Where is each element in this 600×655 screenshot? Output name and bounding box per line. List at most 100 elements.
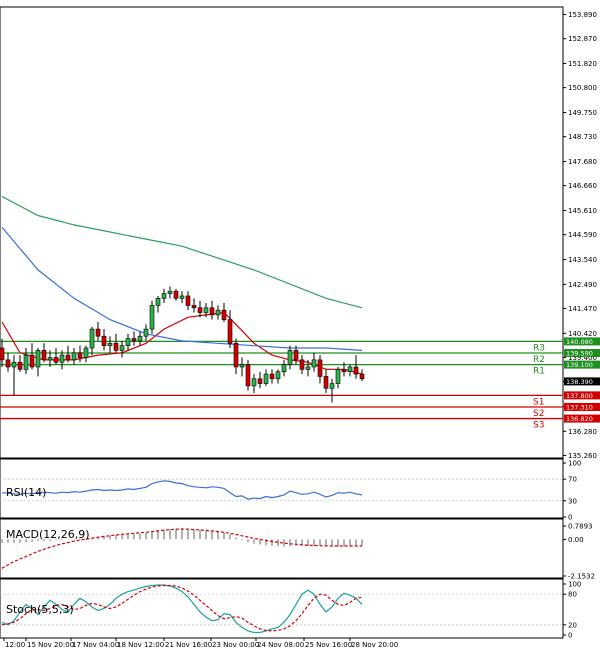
price-tick-label: 152.870: [568, 35, 597, 43]
moving-average-line: [1, 195, 363, 309]
stoch-label: Stoch(5,5,3): [6, 603, 74, 616]
candle-body: [191, 305, 197, 309]
level-tag-box: [564, 414, 600, 423]
level-label-s1: S1: [533, 397, 544, 407]
candle-body: [137, 335, 143, 342]
candle-body: [77, 352, 83, 358]
rsi-label: RSI(14): [6, 486, 46, 499]
rsi-panel: 100 70 30 0 RSI(14): [0, 458, 581, 522]
candle-body: [329, 383, 335, 389]
price-tick-label: 151.820: [568, 60, 597, 68]
time-tick-label: 15 Nov 20:00: [27, 641, 74, 649]
candle-body: [341, 369, 347, 373]
price-tick-label: 146.660: [568, 182, 597, 190]
level-tag-s1: 137.800: [566, 392, 593, 400]
candle-body: [47, 357, 53, 361]
level-tag-s2: 137.310: [566, 403, 593, 411]
stoch-tick-label: 80: [568, 591, 577, 599]
candle-body: [281, 364, 287, 373]
candle-body: [305, 366, 311, 370]
level-label-s2: S2: [533, 409, 544, 419]
level-label-r2: R2: [533, 355, 545, 365]
candle-body: [0, 347, 5, 361]
level-tag-r1: 139.100: [566, 361, 593, 369]
candle-body: [29, 354, 35, 368]
candle-body: [59, 354, 65, 363]
price-tick-label: 140.420: [568, 330, 597, 338]
candle-body: [227, 319, 233, 344]
candle-body: [125, 338, 131, 346]
rsi-line: [1, 480, 363, 500]
candle-body: [293, 350, 299, 361]
candle-body: [185, 295, 191, 306]
candle-body: [41, 350, 47, 361]
price-tick-label: 139.400: [568, 354, 597, 362]
macd-tick-label: 0.00: [568, 536, 584, 544]
candle-body: [275, 371, 281, 380]
candle-body: [359, 373, 365, 380]
candle-body: [113, 342, 119, 351]
candle-body: [209, 307, 215, 316]
candle-body: [17, 361, 23, 370]
candle-body: [287, 350, 293, 365]
level-tag-box: [564, 337, 600, 346]
candle-body: [107, 342, 113, 346]
candle-body: [131, 338, 137, 342]
candle-body: [251, 378, 257, 387]
candle-body: [203, 307, 209, 313]
candle-body: [5, 359, 11, 368]
level-tag-box: [564, 402, 600, 411]
panel-frame: [0, 458, 564, 519]
macd-tick-label: 0.7893: [568, 523, 593, 531]
candle-body: [23, 354, 29, 370]
main-price-panel: 153.890 152.870 151.820 150.800 149.750 148.7…: [0, 6, 600, 460]
current-price-tag: 138.390: [566, 378, 593, 386]
candle-body: [83, 347, 89, 358]
time-tick-label: 23 Nov 00:00: [212, 641, 259, 649]
candle-body: [155, 298, 161, 306]
price-tick-label: 135.260: [568, 452, 597, 460]
price-tick-label: 147.680: [568, 158, 597, 166]
candle-body: [239, 364, 245, 368]
stoch-tick-label: 0: [568, 632, 572, 640]
candle-body: [335, 369, 341, 384]
candle-body: [167, 290, 173, 294]
candle-body: [233, 342, 239, 368]
level-label-r3: R3: [533, 343, 545, 353]
candle-body: [347, 366, 353, 373]
panel-frame: [0, 6, 564, 459]
level-tag-box: [564, 360, 600, 369]
candle-body: [269, 373, 275, 380]
level-tag-r2: 139.590: [566, 350, 593, 358]
time-tick-label: 21 Nov 16:00: [165, 641, 212, 649]
price-tick-label: 145.610: [568, 207, 597, 215]
macd-label: MACD(12,26,9): [6, 528, 90, 541]
candle-body: [53, 357, 59, 363]
level-tag-s3: 136.820: [566, 415, 593, 423]
time-tick-label: 24 Nov 08:00: [257, 641, 304, 649]
level-tag-box: [564, 349, 600, 358]
panel-frame: [0, 578, 564, 639]
price-tick-label: 142.490: [568, 281, 597, 289]
price-tick-label: 150.800: [568, 84, 597, 92]
candle-body: [221, 309, 227, 320]
candle-body: [317, 359, 323, 377]
price-tick-label: 153.890: [568, 11, 597, 19]
candle-body: [143, 328, 149, 337]
candle-body: [173, 290, 179, 299]
candle-body: [323, 376, 329, 389]
time-tick-label: 25 Nov 16:00: [305, 641, 352, 649]
panel-frame: [0, 518, 564, 579]
level-tag-r3: 140.080: [566, 338, 593, 346]
candle-body: [65, 354, 71, 361]
level-label-s3: S3: [533, 421, 544, 431]
current-price-tag-box: [564, 377, 600, 386]
candle-body: [149, 305, 155, 330]
candle-body: [101, 335, 107, 346]
rsi-tick-label: 30: [568, 497, 577, 505]
stoch-panel: 100 80 20 0 Stoch(5,5,3): [0, 578, 581, 640]
candle-body: [299, 359, 305, 370]
time-tick-label: 28 Nov 20:00: [351, 641, 398, 649]
